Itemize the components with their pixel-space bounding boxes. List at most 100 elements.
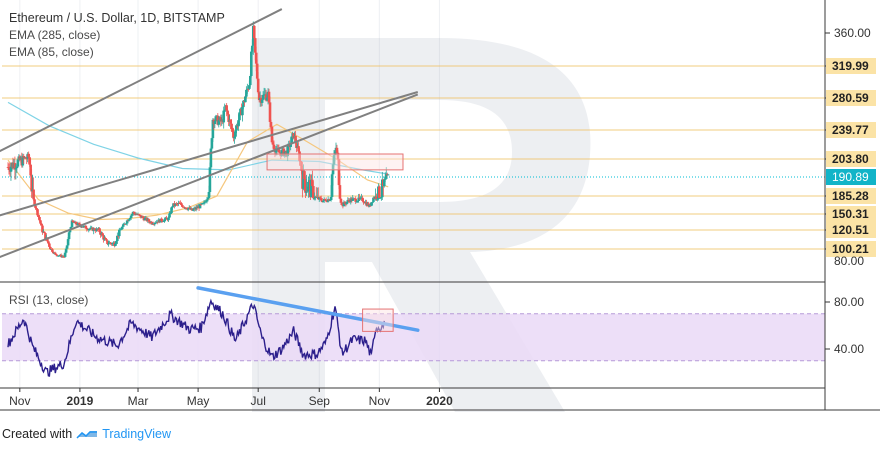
price-scale-label: 319.99 <box>832 59 869 73</box>
candle-body <box>330 174 334 197</box>
candle-body <box>329 196 333 201</box>
price-levels <box>2 65 825 250</box>
candle-body <box>170 207 173 214</box>
candle-body <box>371 201 374 203</box>
candle-body <box>205 199 209 202</box>
candle-body <box>378 186 381 198</box>
candle-body <box>260 99 264 103</box>
candle-body <box>121 224 125 227</box>
candle-body <box>32 189 35 200</box>
candle-body <box>150 221 154 225</box>
tradingview-link[interactable]: TradingView <box>102 427 171 441</box>
candle-body <box>328 200 332 201</box>
rsi-band-fill <box>2 313 825 361</box>
candle-body <box>27 153 30 158</box>
candle-body <box>286 145 290 157</box>
candle-body <box>7 167 11 171</box>
candle-body <box>165 217 168 219</box>
rsi-target-box <box>362 308 394 332</box>
ema-long-legend: EMA (285, close) <box>9 28 101 42</box>
candle-body <box>257 92 261 101</box>
candle-body <box>51 249 54 252</box>
candle-body <box>356 201 359 202</box>
candle-body <box>139 215 143 218</box>
candle-body <box>104 238 107 240</box>
candle-body <box>386 174 390 176</box>
candle-body <box>124 223 128 225</box>
candle-body <box>214 116 218 121</box>
time-axis-labels: Nov 2019 Mar May Jul Sep Nov 2020 <box>9 388 453 408</box>
candle-body <box>49 246 52 250</box>
candle-body <box>225 105 228 111</box>
candle-body <box>355 201 358 203</box>
candle-body <box>235 125 238 131</box>
candle-body <box>125 220 129 224</box>
candle-body <box>13 163 17 170</box>
candle-body <box>333 151 337 156</box>
candle-body <box>253 38 257 53</box>
candle-body <box>25 158 29 160</box>
candle-body <box>126 220 130 222</box>
price-scale-label: 203.80 <box>832 152 869 166</box>
candle-body <box>242 100 245 108</box>
candle-body <box>332 155 336 165</box>
candle-body <box>164 217 167 220</box>
candle-body <box>297 146 300 152</box>
candle-body <box>21 155 25 166</box>
candle-body <box>211 119 215 139</box>
candle-body <box>106 240 109 245</box>
candle-body <box>323 199 327 200</box>
candle-body <box>69 227 73 229</box>
candle-body <box>29 164 32 176</box>
candle-body <box>302 171 305 189</box>
candle-body <box>310 179 313 198</box>
candle-body <box>169 213 172 214</box>
channel-upper-line <box>0 8 283 153</box>
candle-body <box>354 198 358 202</box>
axes <box>0 0 880 411</box>
candle-body <box>380 197 383 198</box>
candle-body <box>95 228 98 231</box>
candle-body <box>299 160 302 162</box>
price-label-bg <box>826 241 876 257</box>
candle-body <box>176 203 179 205</box>
candle-body <box>210 138 214 149</box>
time-label: May <box>187 394 210 408</box>
candle-body <box>30 175 33 192</box>
candle-body <box>130 214 134 216</box>
candle-body <box>339 198 343 203</box>
candle-body <box>247 88 250 90</box>
candle-body <box>226 110 229 115</box>
candle-body <box>147 219 151 222</box>
candle-body <box>321 200 325 202</box>
candle-body <box>264 94 268 101</box>
candle-body <box>237 120 240 127</box>
candle-body <box>254 52 258 64</box>
candle-body <box>376 198 379 200</box>
candle-body <box>132 211 136 214</box>
candle-body <box>133 213 137 215</box>
candle-body <box>74 221 78 225</box>
candle-body <box>154 222 158 224</box>
candle-body <box>268 102 272 122</box>
price-scale-label: 190.89 <box>832 170 869 184</box>
candle-body <box>115 241 118 244</box>
time-label: Sep <box>309 394 331 408</box>
price-label-bg <box>826 90 876 106</box>
candle-body <box>98 228 101 233</box>
candle-body <box>351 198 355 201</box>
candle-body <box>102 235 105 240</box>
candle-body <box>230 123 233 129</box>
candle-body <box>206 197 210 200</box>
candle-body <box>311 179 314 187</box>
candle-body <box>337 159 341 186</box>
candle-body <box>194 207 198 210</box>
candle-body <box>118 229 121 237</box>
candle-body <box>229 119 232 124</box>
candle-body <box>123 223 127 225</box>
candle-body <box>232 132 235 139</box>
candle-body <box>114 243 117 247</box>
candle-body <box>78 223 82 226</box>
candle-body <box>116 235 119 242</box>
candle-body <box>381 179 384 198</box>
